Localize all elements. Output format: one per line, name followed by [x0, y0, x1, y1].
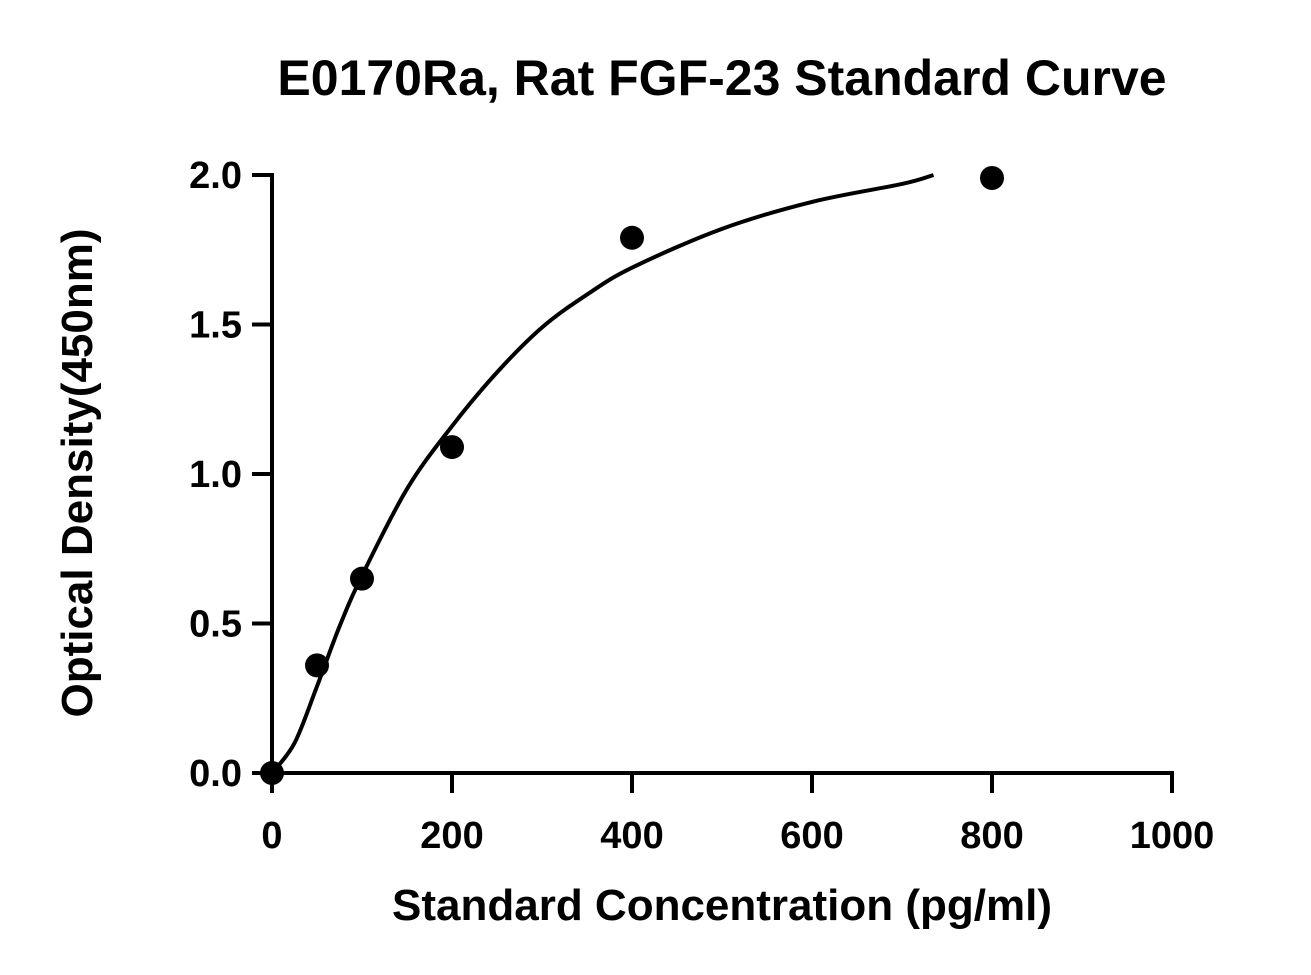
y-tick-label: 1.0: [189, 454, 242, 496]
x-tick-label: 200: [420, 815, 483, 857]
data-point: [440, 435, 464, 460]
data-point: [260, 761, 284, 785]
data-point: [350, 566, 374, 591]
x-tick-label: 600: [780, 815, 843, 857]
data-point: [620, 225, 644, 250]
ticks: 0 200 400 600 800 1000 0.0 0.5 1.0 1.5 2.0: [189, 155, 1214, 857]
fit-curve-group: [270, 173, 935, 775]
x-tick-label: 1000: [1130, 815, 1215, 857]
fit-curve: [270, 173, 935, 775]
x-tick-label: 400: [600, 815, 663, 857]
y-tick-label: 0.5: [189, 604, 242, 646]
y-tick-label: 0.0: [189, 753, 242, 795]
x-tick-label: 0: [261, 815, 282, 857]
data-point: [305, 653, 329, 678]
data-point: [980, 165, 1004, 190]
data-points: [260, 165, 1004, 785]
x-axis-label: Standard Concentration (pg/ml): [392, 881, 1052, 930]
chart-title: E0170Ra, Rat FGF-23 Standard Curve: [277, 50, 1166, 106]
x-tick-label: 800: [960, 815, 1023, 857]
y-tick-label: 1.5: [189, 305, 242, 347]
y-axis-label: Optical Density(450nm): [53, 228, 102, 717]
y-tick-label: 2.0: [189, 155, 242, 197]
